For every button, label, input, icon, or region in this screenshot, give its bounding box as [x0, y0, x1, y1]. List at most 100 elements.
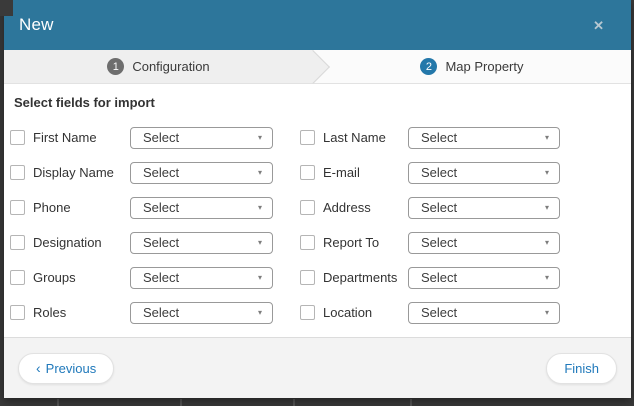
dialog-title: New [19, 15, 54, 34]
checkbox-first-name[interactable] [10, 130, 25, 145]
chevron-down-icon: ▾ [544, 133, 549, 142]
field-label: Designation [33, 235, 102, 250]
select-display-name[interactable]: Select ▾ [130, 161, 273, 184]
field-row: Display Name Select ▾ E-mail Select ▾ [10, 155, 625, 190]
finish-button[interactable]: Finish [546, 352, 617, 384]
step-label: Configuration [132, 59, 210, 74]
step-number-badge: 2 [420, 58, 438, 75]
field-label: First Name [33, 130, 97, 145]
field-label: Groups [33, 270, 76, 285]
checkbox-roles[interactable] [10, 305, 25, 320]
field-address: Address [300, 200, 408, 215]
wizard-steps: 1 Configuration 2 Map Property [4, 50, 631, 84]
field-groups: Groups [10, 270, 130, 285]
chevron-down-icon: ▾ [544, 273, 549, 282]
checkbox-display-name[interactable] [10, 165, 25, 180]
select-value: Select [143, 235, 180, 250]
field-departments: Departments [300, 270, 408, 285]
field-label: Last Name [323, 130, 386, 145]
chevron-down-icon: ▾ [257, 238, 262, 247]
select-value: Select [143, 270, 180, 285]
select-groups[interactable]: Select ▾ [130, 266, 273, 289]
field-row: Phone Select ▾ Address Select ▾ [10, 190, 625, 225]
select-value: Select [421, 200, 458, 215]
backdrop-notch [0, 0, 13, 16]
previous-button-label: Previous [45, 360, 97, 376]
select-value: Select [421, 235, 458, 250]
field-label: E-mail [323, 165, 360, 180]
backdrop-table-divider [293, 399, 295, 406]
backdrop-table-divider [410, 399, 412, 406]
map-property-form: Select fields for import First Name Sele… [4, 84, 631, 330]
field-label: Location [323, 305, 373, 320]
select-email[interactable]: Select ▾ [408, 161, 560, 184]
chevron-down-icon: ▾ [257, 308, 262, 317]
backdrop-table-divider [57, 399, 59, 406]
field-label: Report To [323, 235, 380, 250]
checkbox-report-to[interactable] [300, 235, 315, 250]
field-report-to: Report To [300, 235, 408, 250]
field-location: Location [300, 305, 408, 320]
select-value: Select [143, 165, 180, 180]
field-label: Display Name [33, 165, 114, 180]
select-departments[interactable]: Select ▾ [408, 266, 560, 289]
close-icon[interactable]: ✕ [593, 17, 604, 33]
chevron-down-icon: ▾ [544, 238, 549, 247]
checkbox-address[interactable] [300, 200, 315, 215]
chevron-down-icon: ▾ [544, 168, 549, 177]
step-label: Map Property [445, 59, 524, 74]
chevron-left-icon: ‹ [36, 360, 41, 376]
checkbox-phone[interactable] [10, 200, 25, 215]
checkbox-designation[interactable] [10, 235, 25, 250]
select-last-name[interactable]: Select ▾ [408, 126, 560, 149]
previous-button[interactable]: ‹ Previous [18, 352, 115, 384]
dialog-header: New ✕ [4, 0, 631, 50]
checkbox-last-name[interactable] [300, 130, 315, 145]
finish-button-label: Finish [564, 360, 599, 376]
checkbox-email[interactable] [300, 165, 315, 180]
field-last-name: Last Name [300, 130, 408, 145]
field-label: Roles [33, 305, 67, 320]
section-title: Select fields for import [14, 95, 155, 110]
dialog-footer: ‹ Previous Finish [4, 337, 631, 398]
checkbox-location[interactable] [300, 305, 315, 320]
new-import-dialog: New ✕ 1 Configuration 2 Map Property Sel… [4, 0, 631, 398]
chevron-down-icon: ▾ [257, 273, 262, 282]
select-report-to[interactable]: Select ▾ [408, 231, 560, 254]
field-designation: Designation [10, 235, 130, 250]
chevron-down-icon: ▾ [257, 133, 262, 142]
select-designation[interactable]: Select ▾ [130, 231, 273, 254]
select-address[interactable]: Select ▾ [408, 196, 560, 219]
chevron-down-icon: ▾ [544, 203, 549, 212]
field-email: E-mail [300, 165, 408, 180]
checkbox-departments[interactable] [300, 270, 315, 285]
field-row: Designation Select ▾ Report To Select ▾ [10, 225, 625, 260]
backdrop-table-divider [180, 399, 182, 406]
field-label: Phone [33, 200, 71, 215]
step-number-badge: 1 [107, 58, 125, 75]
chevron-down-icon: ▾ [544, 308, 549, 317]
select-value: Select [421, 130, 458, 145]
field-display-name: Display Name [10, 165, 130, 180]
checkbox-groups[interactable] [10, 270, 25, 285]
field-roles: Roles [10, 305, 130, 320]
select-first-name[interactable]: Select ▾ [130, 126, 273, 149]
select-phone[interactable]: Select ▾ [130, 196, 273, 219]
field-first-name: First Name [10, 130, 130, 145]
field-row: First Name Select ▾ Last Name Select ▾ [10, 120, 625, 155]
step-configuration[interactable]: 1 Configuration [4, 50, 313, 83]
select-value: Select [143, 130, 180, 145]
field-phone: Phone [10, 200, 130, 215]
field-label: Address [323, 200, 371, 215]
select-value: Select [421, 165, 458, 180]
chevron-down-icon: ▾ [257, 203, 262, 212]
step-map-property[interactable]: 2 Map Property [313, 50, 631, 83]
select-roles[interactable]: Select ▾ [130, 301, 273, 324]
field-label: Departments [323, 270, 398, 285]
field-row: Groups Select ▾ Departments Select ▾ [10, 260, 625, 295]
select-value: Select [143, 200, 180, 215]
select-location[interactable]: Select ▾ [408, 301, 560, 324]
select-value: Select [421, 305, 458, 320]
select-value: Select [143, 305, 180, 320]
field-row: Roles Select ▾ Location Select ▾ [10, 295, 625, 330]
